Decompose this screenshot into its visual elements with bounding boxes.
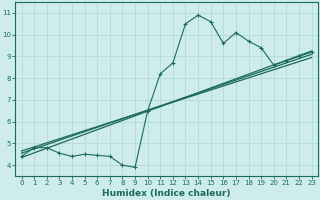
X-axis label: Humidex (Indice chaleur): Humidex (Indice chaleur) bbox=[102, 189, 231, 198]
